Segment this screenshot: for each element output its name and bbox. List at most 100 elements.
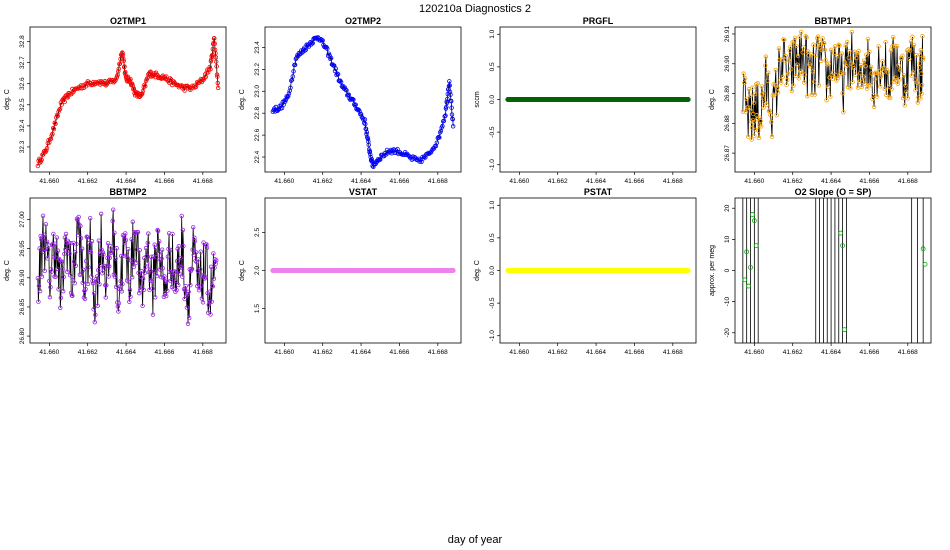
- data-point: [801, 45, 806, 50]
- data-point: [741, 71, 746, 76]
- data-point: [815, 34, 821, 39]
- data-point: [122, 64, 127, 69]
- y-tick-label: 32.4: [19, 119, 26, 132]
- data-point: [44, 148, 49, 153]
- data-point: [871, 93, 876, 98]
- data-point: [40, 213, 46, 218]
- data-point: [112, 274, 118, 279]
- data-point: [212, 36, 217, 41]
- data-point: [62, 251, 67, 257]
- data-point: [59, 102, 64, 107]
- panel-bbtmp1: BBTMP1 deg. C 41.660 41.662 41.664 41.666 41.6…: [709, 16, 932, 185]
- data-point: [193, 250, 199, 255]
- data-point: [54, 112, 60, 118]
- data-point: [878, 74, 884, 79]
- data-point: [805, 93, 810, 99]
- data-point: [362, 117, 368, 122]
- data-point: [184, 305, 190, 310]
- data-point: [153, 245, 159, 251]
- data-point: [86, 241, 92, 246]
- data-point: [74, 241, 79, 247]
- data-point: [98, 211, 104, 217]
- data-point: [155, 228, 161, 234]
- data-point: [310, 40, 315, 46]
- data-point: [896, 63, 901, 68]
- data-point: [36, 299, 41, 304]
- data-point: [104, 282, 109, 288]
- data-point: [144, 254, 149, 259]
- data-point: [51, 231, 56, 237]
- panel-title: O2TMP2: [345, 16, 381, 26]
- data-point: [774, 113, 779, 118]
- data-point: [191, 225, 196, 230]
- data-point: [113, 284, 119, 290]
- data-point: [204, 245, 210, 251]
- data-point: [842, 60, 848, 65]
- y-tick-label: 22.4: [254, 150, 261, 163]
- data-point: [353, 102, 358, 107]
- data-point: [57, 106, 63, 112]
- data-point: [917, 65, 922, 70]
- data-point: [159, 247, 165, 252]
- data-point: [894, 43, 900, 49]
- data-point: [121, 253, 126, 258]
- data-point: [748, 93, 753, 98]
- data-point: [802, 72, 808, 77]
- data-point: [779, 80, 784, 85]
- data-point: [55, 248, 61, 253]
- data-point: [887, 84, 892, 89]
- data-point: [858, 70, 863, 76]
- data-point: [775, 85, 780, 90]
- panel-o2-slope-o-sp-: O2 Slope (O = SP) approx. per meg 41.660 41…: [709, 187, 932, 356]
- data-point: [794, 43, 799, 49]
- data-point: [884, 68, 890, 73]
- data-point: [782, 37, 787, 42]
- y-axis-label: deg. C: [239, 89, 246, 110]
- data-point: [148, 69, 153, 74]
- data-point: [207, 64, 212, 70]
- data-point: [105, 240, 111, 246]
- data-point: [212, 265, 217, 270]
- data-point: [83, 258, 89, 264]
- data-point: [285, 93, 291, 99]
- data-point: [81, 267, 86, 273]
- data-point: [293, 56, 299, 62]
- data-point: [910, 34, 915, 40]
- data-point: [128, 294, 133, 299]
- data-point: [76, 214, 81, 220]
- data-point: [107, 77, 112, 82]
- plot-frame: [29, 26, 227, 173]
- data-point: [93, 312, 98, 318]
- data-point: [65, 95, 70, 100]
- data-point: [902, 103, 907, 108]
- y-tick-label: 26.90: [19, 269, 26, 286]
- panel-title: BBTMP1: [814, 16, 851, 26]
- data-point: [181, 84, 186, 89]
- data-point: [746, 283, 751, 289]
- data-point: [791, 83, 796, 88]
- data-point: [156, 250, 161, 256]
- data-point: [910, 70, 916, 75]
- data-point: [808, 52, 814, 57]
- data-point: [335, 71, 341, 77]
- y-tick-label: 1.0: [489, 29, 496, 38]
- data-point: [760, 95, 766, 101]
- data-point: [740, 109, 746, 114]
- y-axis-label: sccm: [474, 91, 481, 108]
- panel-o2tmp2: O2TMP2 deg. C 41.660 41.662 41.664 41.666 41.6…: [239, 16, 462, 185]
- data-point: [907, 48, 913, 53]
- data-point: [912, 77, 917, 82]
- data-point: [343, 87, 348, 92]
- data-layer: [740, 29, 926, 142]
- data-point: [919, 71, 924, 76]
- data-point: [153, 295, 158, 300]
- x-tick-label: 41.662: [548, 349, 568, 356]
- data-point: [752, 133, 757, 139]
- data-point: [806, 53, 812, 58]
- data-point: [96, 238, 102, 243]
- data-point: [767, 108, 772, 114]
- data-point: [867, 49, 872, 55]
- data-point: [124, 253, 129, 258]
- data-point: [868, 64, 874, 70]
- data-point: [189, 266, 195, 272]
